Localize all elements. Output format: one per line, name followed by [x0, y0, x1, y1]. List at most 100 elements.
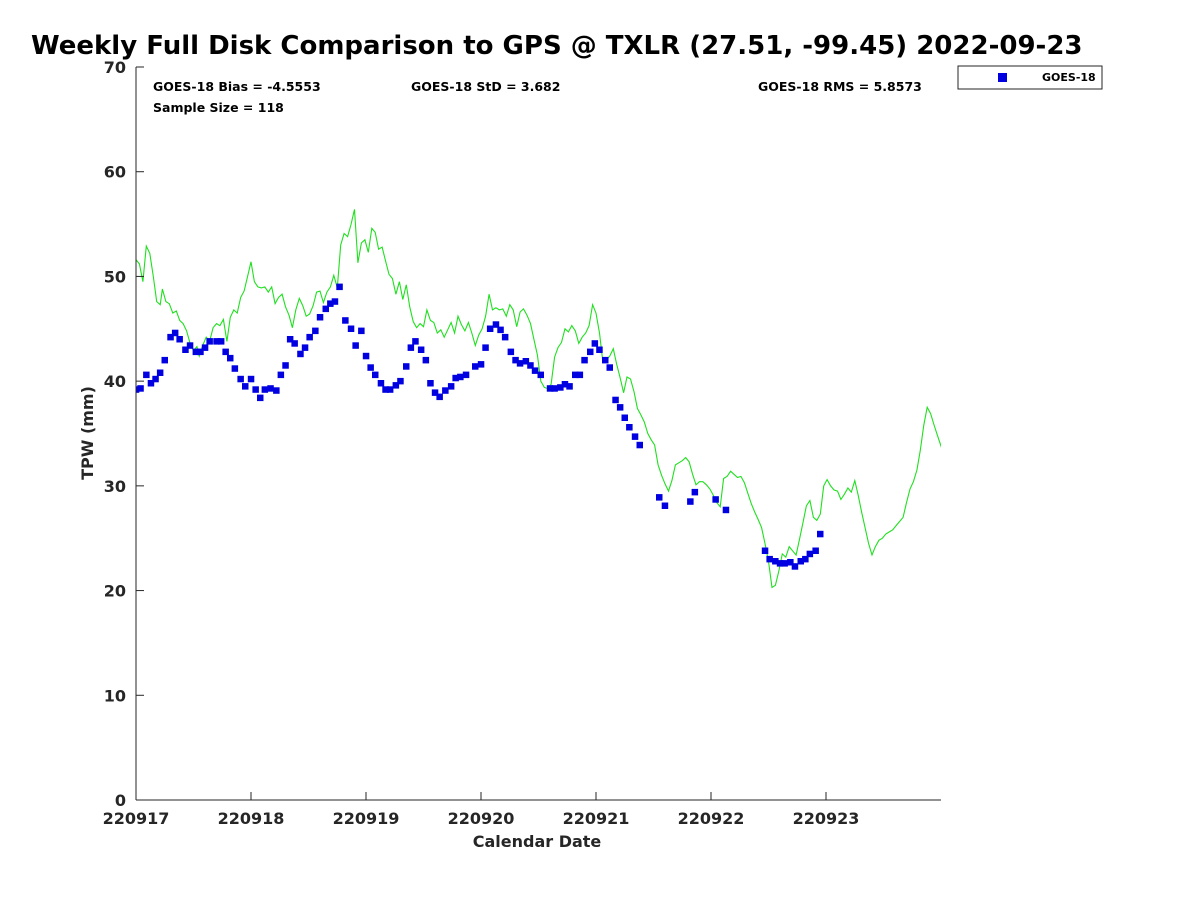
scatter-point [551, 385, 558, 392]
scatter-point [312, 327, 319, 335]
scatter-point [192, 348, 200, 356]
scatter-point [797, 558, 804, 565]
scatter-point [761, 547, 769, 554]
scatter-point [501, 333, 509, 341]
y-tick-label: 20 [104, 582, 126, 601]
x-tick-label: 220918 [218, 809, 285, 828]
scatter-point [557, 384, 564, 391]
scatter-point [277, 371, 285, 379]
scatter-point [566, 383, 573, 390]
scatter-point [507, 348, 515, 356]
scatter-point [787, 559, 794, 566]
scatter-point [817, 530, 824, 538]
scatter-point [137, 385, 144, 392]
scatter-point [802, 555, 809, 563]
series-line-1 [136, 209, 941, 589]
scatter-point [186, 342, 194, 349]
scatter-point [516, 360, 524, 367]
scatter-point [291, 340, 298, 347]
scatter-point [431, 389, 439, 396]
scatter-point [267, 385, 274, 392]
scatter-point [492, 321, 500, 328]
y-axis-label: TPW (mm) [78, 386, 97, 480]
scatter-point [297, 350, 304, 358]
scatter-point [182, 346, 189, 353]
scatter-point [591, 340, 599, 347]
std-stat: GOES-18 StD = 3.682 [411, 79, 560, 94]
scatter-point [482, 344, 489, 351]
scatter-point [237, 375, 244, 383]
scatter-point [621, 414, 628, 421]
chart-title: Weekly Full Disk Comparison to GPS @ TXL… [31, 31, 1083, 61]
x-tick-label: 220920 [448, 809, 515, 828]
scatter-point [247, 375, 255, 383]
scatter-point [367, 364, 374, 371]
scatter-point [286, 336, 294, 343]
legend-label-goes-18: GOES-18 [1042, 71, 1096, 84]
scatter-point [386, 386, 394, 393]
y-tick-label: 70 [104, 58, 126, 77]
sample-size-stat: Sample Size = 118 [153, 100, 284, 115]
scatter-point [561, 381, 569, 388]
series-layer [136, 209, 941, 589]
scatter-point [776, 560, 784, 567]
scatter-point [606, 364, 613, 371]
scatter-point [497, 326, 504, 334]
scatter-point [772, 558, 779, 565]
scatter-point [626, 424, 633, 431]
x-tick-label: 220917 [103, 809, 170, 828]
scatter-point [382, 386, 389, 393]
scatter-point [527, 362, 534, 369]
scatter-point [362, 352, 370, 360]
scatter-point [722, 506, 730, 514]
scatter-point [631, 433, 639, 440]
scatter-point [336, 283, 343, 291]
scatter-point [322, 305, 329, 313]
plot-area [136, 67, 941, 800]
scatter-point [806, 550, 814, 558]
scatter-point [462, 371, 470, 379]
rms-stat: GOES-18 RMS = 5.8573 [758, 79, 922, 94]
scatter-point [152, 375, 159, 383]
scatter-point [342, 317, 349, 324]
scatter-point [616, 404, 624, 411]
scatter-point [581, 356, 588, 364]
scatter-point [537, 371, 544, 379]
scatter-point [222, 348, 229, 356]
scatter-point [197, 348, 204, 356]
scatter-point [587, 348, 594, 356]
y-tick-label: 0 [115, 791, 126, 810]
x-tick-label: 220921 [563, 809, 630, 828]
scatter-point [687, 498, 694, 505]
scatter-point [217, 338, 225, 345]
scatter-point [602, 356, 609, 364]
scatter-point [252, 386, 259, 393]
scatter-point [242, 383, 249, 390]
scatter-point [407, 344, 415, 351]
scatter-point [301, 344, 309, 351]
scatter-point [691, 488, 699, 496]
scatter-point [201, 344, 209, 351]
scatter-point [347, 325, 355, 332]
scatter-point [661, 502, 669, 509]
scatter-point [442, 387, 449, 394]
y-tick-label: 10 [104, 686, 126, 705]
scatter-point [656, 494, 663, 501]
scatter-point [176, 336, 183, 343]
x-tick-label: 220919 [333, 809, 400, 828]
scatter-point [331, 298, 339, 305]
legend: GOES-18 [957, 65, 1103, 90]
scatter-point [766, 555, 773, 563]
scatter-point [372, 371, 379, 379]
x-tick-label: 220922 [678, 809, 745, 828]
scatter-point [417, 346, 425, 353]
scatter-point [452, 374, 459, 382]
legend-box [957, 65, 1103, 90]
y-tick-label: 40 [104, 372, 126, 391]
scatter-point [161, 356, 168, 364]
scatter-point [261, 386, 269, 393]
scatter-point [316, 314, 324, 321]
scatter-point [791, 563, 799, 570]
scatter-point [306, 333, 313, 341]
